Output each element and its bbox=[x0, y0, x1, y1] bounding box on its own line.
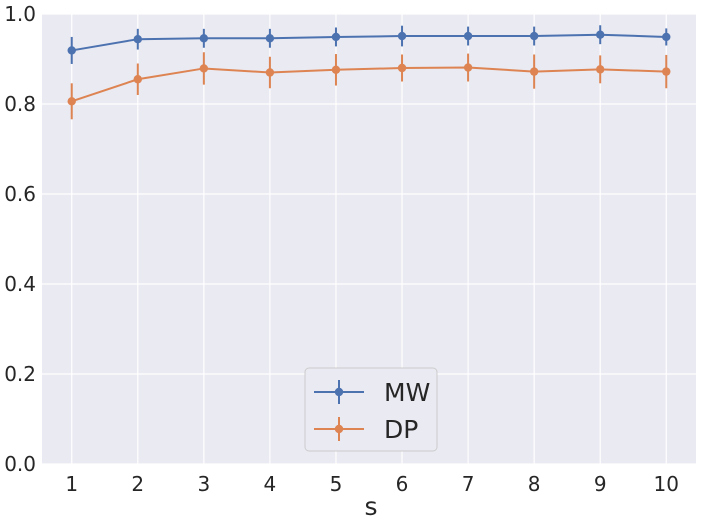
data-point bbox=[67, 46, 76, 55]
y-tick-label: 1.0 bbox=[4, 2, 36, 26]
y-tick-labels: 0.0 0.2 0.4 0.6 0.8 1.0 bbox=[4, 2, 36, 476]
data-point bbox=[265, 34, 275, 43]
x-tick-label: 3 bbox=[197, 472, 210, 496]
data-point bbox=[662, 67, 671, 76]
data-point bbox=[463, 31, 473, 41]
x-axis-label: s bbox=[364, 492, 377, 521]
data-point bbox=[133, 75, 142, 84]
y-tick-label: 0.4 bbox=[4, 272, 36, 296]
legend-marker bbox=[334, 424, 344, 434]
data-point bbox=[397, 63, 407, 73]
series-layer bbox=[67, 25, 671, 120]
series-dp bbox=[67, 52, 671, 120]
data-point bbox=[331, 65, 341, 75]
legend-item-dp: DP bbox=[314, 415, 418, 444]
data-point bbox=[662, 32, 671, 42]
series-line bbox=[71, 66, 667, 103]
data-point bbox=[199, 64, 209, 73]
data-point bbox=[596, 65, 605, 74]
x-tick-label: 4 bbox=[264, 472, 277, 496]
legend-label: DP bbox=[384, 415, 418, 444]
data-point bbox=[67, 97, 76, 106]
series-line bbox=[71, 33, 667, 52]
data-point bbox=[463, 63, 473, 72]
y-tick-label: 0.0 bbox=[4, 452, 36, 476]
x-tick-label: 9 bbox=[594, 472, 607, 496]
data-point bbox=[529, 67, 539, 76]
x-tick-label: 5 bbox=[330, 472, 343, 496]
data-point bbox=[529, 31, 539, 41]
data-point bbox=[199, 34, 209, 43]
series-mw bbox=[67, 25, 671, 64]
data-point bbox=[133, 35, 142, 44]
legend-item-mw: MW bbox=[314, 378, 430, 407]
x-tick-label: 2 bbox=[131, 472, 144, 496]
data-point bbox=[397, 31, 407, 41]
data-point bbox=[331, 32, 341, 42]
legend: MW DP bbox=[304, 367, 438, 452]
y-tick-label: 0.2 bbox=[4, 362, 36, 386]
data-point bbox=[265, 68, 275, 77]
x-tick-label: 1 bbox=[65, 472, 78, 496]
y-tick-label: 0.8 bbox=[4, 92, 36, 116]
legend-marker bbox=[334, 387, 344, 397]
legend-label: MW bbox=[384, 378, 430, 407]
x-tick-labels: 1 2 3 4 5 6 7 8 9 10 bbox=[65, 472, 679, 496]
x-tick-label: 10 bbox=[654, 472, 679, 496]
x-tick-label: 7 bbox=[462, 472, 475, 496]
x-tick-label: 6 bbox=[396, 472, 409, 496]
data-point bbox=[596, 30, 605, 39]
x-tick-label: 8 bbox=[528, 472, 541, 496]
y-tick-label: 0.6 bbox=[4, 182, 36, 206]
